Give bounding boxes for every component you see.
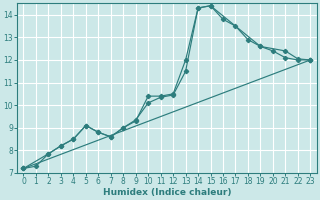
X-axis label: Humidex (Indice chaleur): Humidex (Indice chaleur): [103, 188, 231, 197]
